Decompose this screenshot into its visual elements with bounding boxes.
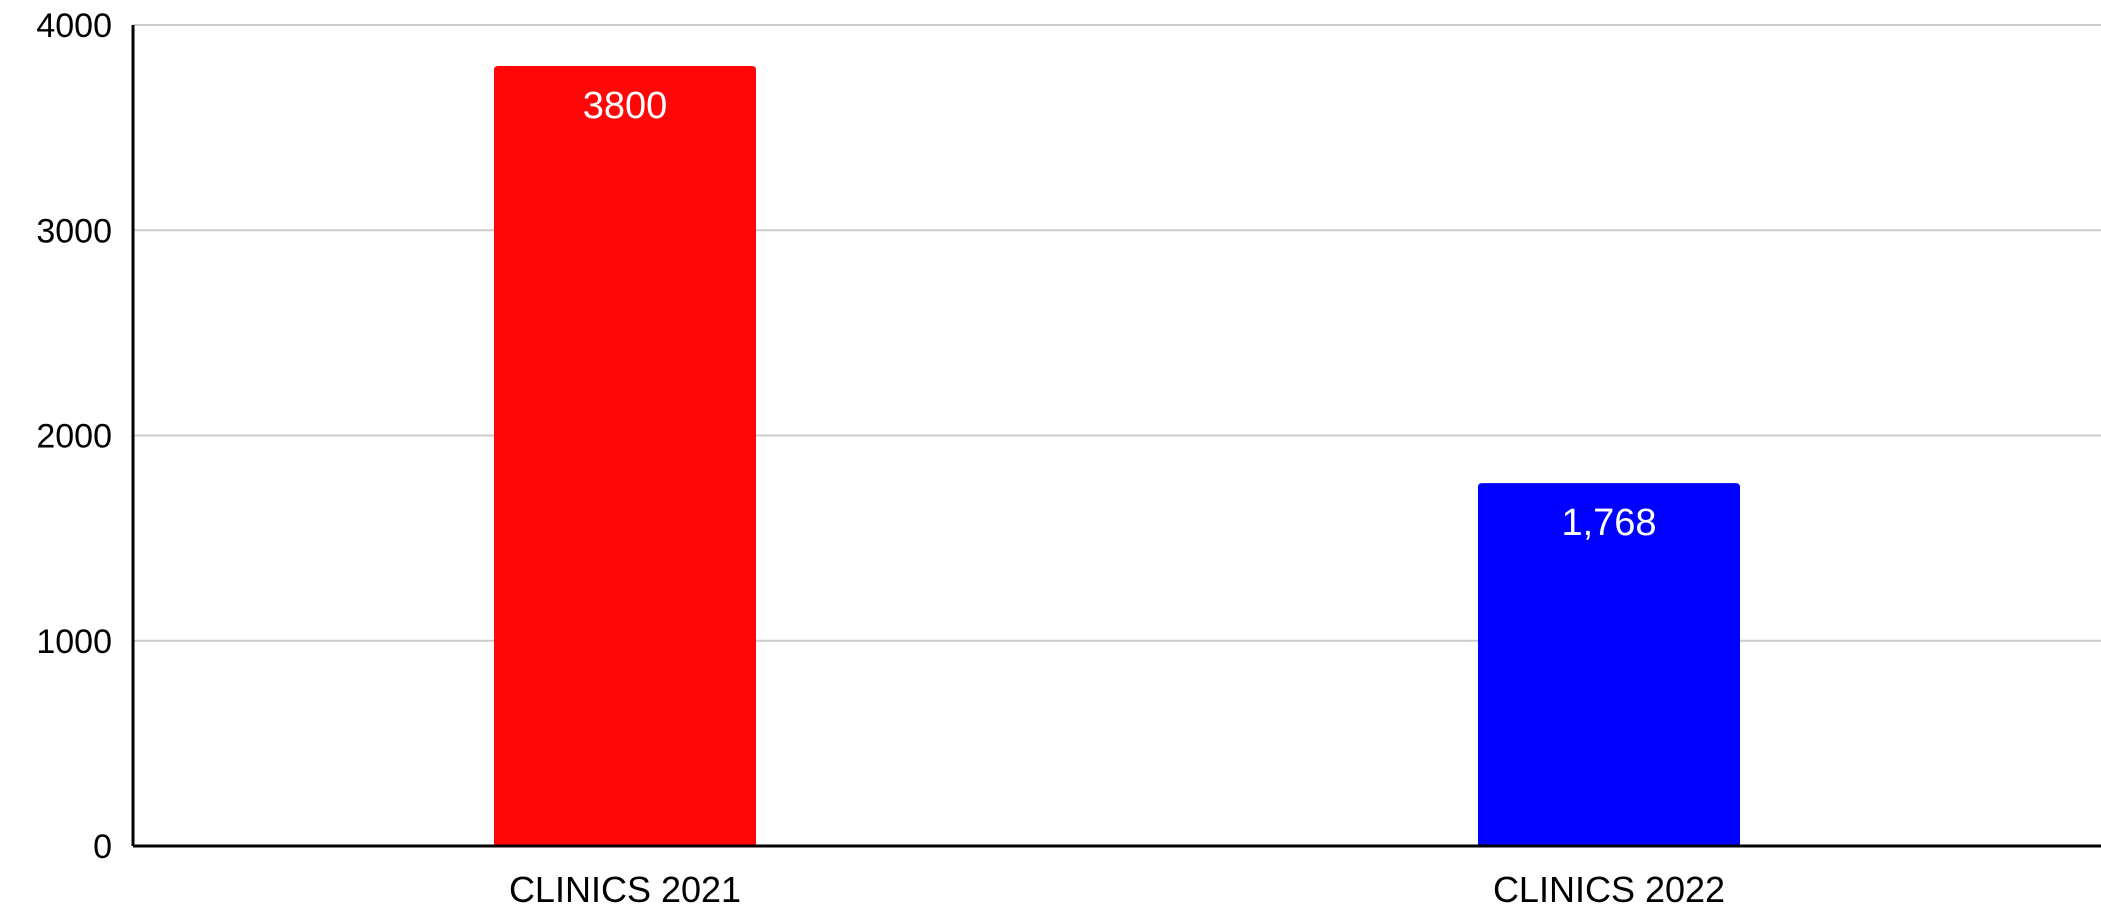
- data-labels: 3800 1,768: [583, 85, 1657, 544]
- bar: [1478, 483, 1740, 846]
- y-tick-label: 2000: [36, 418, 112, 456]
- y-tick-label: 1000: [36, 623, 112, 661]
- y-tick-label: 3000: [36, 212, 112, 250]
- bars: [494, 66, 1740, 847]
- data-label: 3800: [583, 85, 668, 127]
- y-tick-labels: 0 1000 2000 3000 4000: [36, 7, 112, 866]
- x-tick-label: CLINICS 2021: [509, 869, 741, 910]
- y-tick-label: 0: [93, 828, 112, 866]
- axes: [131, 25, 2101, 848]
- y-tick-label: 4000: [36, 7, 112, 45]
- x-tick-labels: CLINICS 2021 CLINICS 2022: [509, 869, 1725, 910]
- gridlines: [133, 24, 2101, 642]
- data-label: 1,768: [1561, 502, 1656, 544]
- x-tick-label: CLINICS 2022: [1493, 869, 1725, 910]
- bar: [494, 66, 756, 847]
